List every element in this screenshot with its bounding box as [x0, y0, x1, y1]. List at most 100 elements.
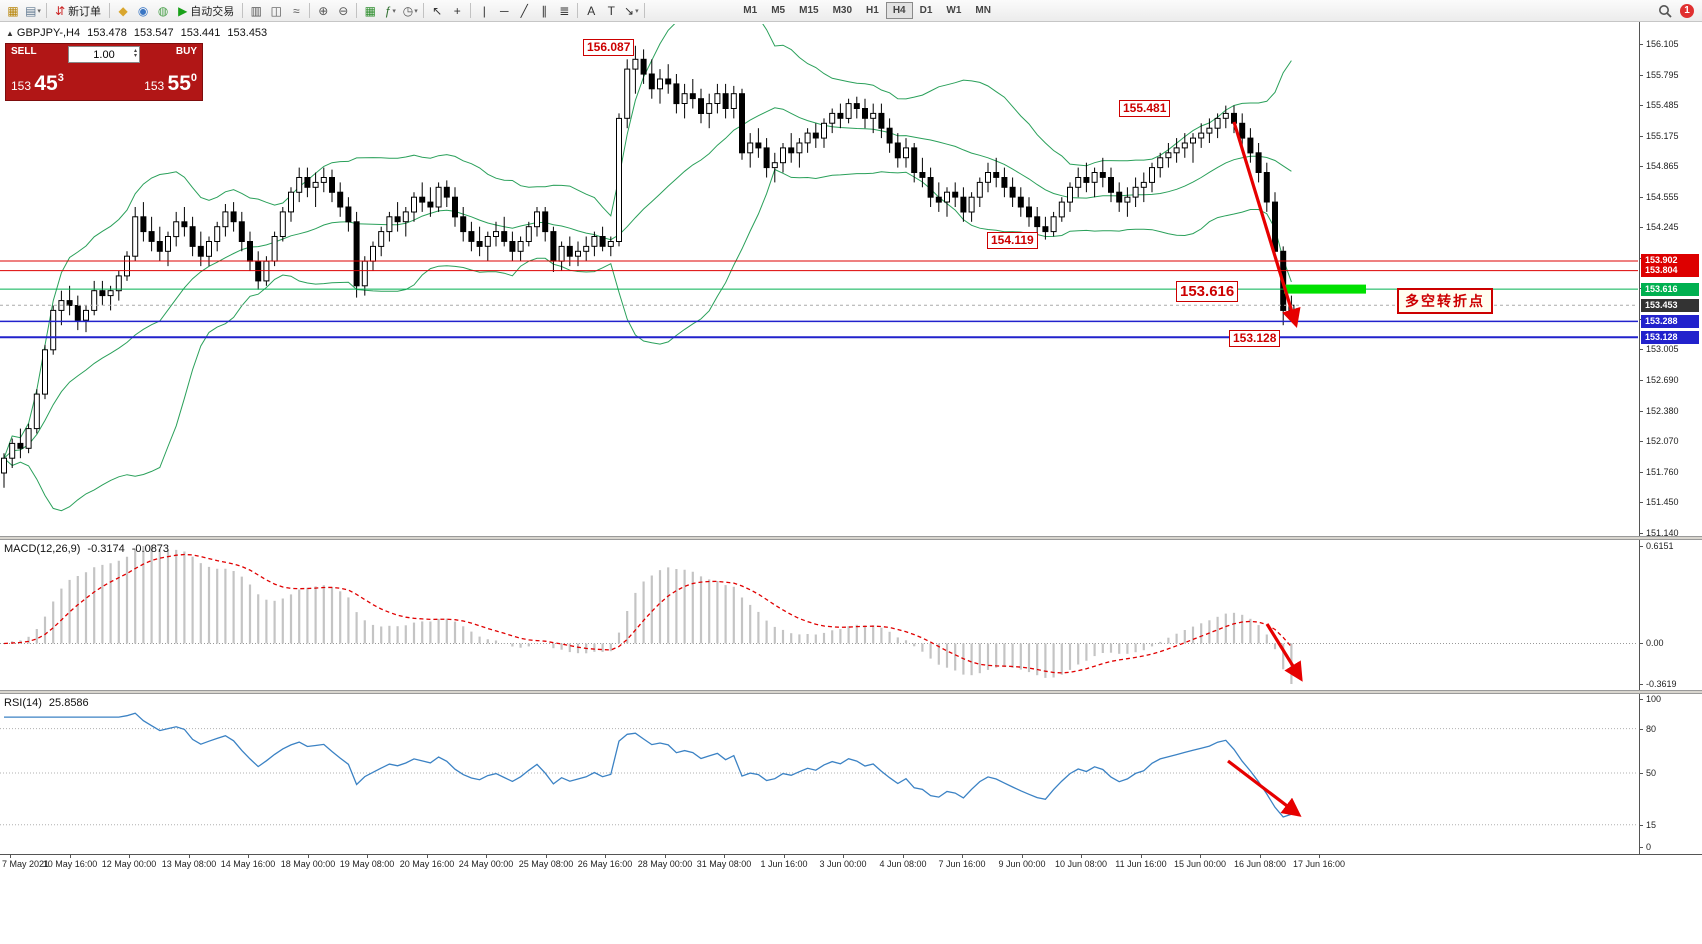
price-callout-155.481[interactable]: 155.481 [1119, 100, 1171, 117]
price-callout-153.616[interactable]: 153.616 [1176, 281, 1239, 302]
terminal-icon[interactable]: ◍ [157, 3, 169, 18]
zoom-out-icon[interactable]: ⊖ [338, 3, 349, 18]
buy-price: 153 550 [144, 72, 197, 95]
price-tick: 154.865 [1646, 161, 1679, 171]
low-value: 153.441 [180, 27, 221, 39]
macd-header: MACD(12,26,9) -0.3174 -0.0873 [4, 543, 169, 555]
horizontal-level-lines[interactable] [0, 260, 1638, 339]
price-axis-border [1639, 22, 1640, 854]
text-icon[interactable]: A [587, 3, 596, 18]
time-tick: 9 Jun 00:00 [998, 859, 1046, 869]
cursor-icon[interactable]: ↖ [432, 3, 443, 18]
crosshair-icon[interactable]: + [453, 3, 461, 18]
time-tick: 31 May 08:00 [696, 859, 752, 869]
annotation-turning-point[interactable]: 多空转折点 [1397, 288, 1493, 314]
tile-windows-icon[interactable]: ▦ [364, 3, 376, 18]
profiles-icon[interactable]: ▤ ▾ [25, 3, 41, 18]
time-tick: 7 May 2021 [2, 859, 50, 869]
time-tick: 13 May 08:00 [161, 859, 217, 869]
rsi-indicator-panel[interactable] [0, 694, 1640, 854]
time-tick: 26 May 16:00 [577, 859, 633, 869]
time-axis[interactable]: 7 May 2021 10 May 16:00 12 May 00:00 13 May… [0, 854, 1640, 872]
bar-chart-icon[interactable]: ▥ [250, 3, 262, 18]
price-axis[interactable]: 156.105 155.795 155.485 155.175 154.865 154.5… [1639, 22, 1702, 854]
toolbar-separator [46, 3, 47, 18]
timeframe-mn[interactable]: MN [975, 5, 991, 16]
periods-icon[interactable]: ◷ ▾ [402, 3, 418, 18]
panel-splitter-macd[interactable] [0, 536, 1702, 540]
new-order-button[interactable]: ⇵ 新订单 [55, 3, 102, 18]
price-tag[interactable]: 153.288 [1641, 315, 1699, 328]
price-tick: 151.140 [1646, 528, 1679, 538]
panel-splitter-rsi[interactable] [0, 690, 1702, 694]
price-tick: 151.760 [1646, 467, 1679, 477]
macd-indicator-panel[interactable] [0, 540, 1640, 690]
notification-badge[interactable]: 1 [1680, 3, 1694, 18]
sell-button[interactable]: SELL 153 453 [6, 44, 104, 100]
buy-button[interactable]: BUY 153 550 [104, 44, 202, 100]
indicators-icon[interactable]: ƒ ▾ [384, 3, 396, 18]
timeframe-h4[interactable]: H4 [885, 2, 913, 19]
price-callout-156.087[interactable]: 156.087 [583, 39, 635, 56]
channel-icon[interactable]: ∥ [541, 3, 548, 18]
main-toolbar: ▦ ▤ ▾ ⇵ 新订单 ◆ ◉ ◍ ▶ 自动交易 ▥ ◫ ≈ ⊕ ⊖ ▦ ƒ ▾ ◷ ▾ ↖ + | ─ ╱ ∥ ≣ A T ↘ ▾ M1 M5… [0, 0, 1702, 22]
macd-tick: 0.00 [1646, 638, 1664, 648]
price-callout-154.119[interactable]: 154.119 [987, 232, 1038, 249]
price-tag[interactable]: 153.804 [1641, 264, 1699, 277]
macd-main-value: -0.3174 [87, 543, 125, 555]
bb-middle [3, 107, 1292, 459]
time-tick: 10 May 16:00 [42, 859, 98, 869]
toolbar-separator [356, 3, 358, 18]
timeframe-m5[interactable]: M5 [771, 5, 786, 16]
vertical-line-icon[interactable]: | [482, 3, 486, 18]
turning-point-highlight[interactable] [1284, 284, 1366, 294]
volume-spinner[interactable]: ▴ ▾ [133, 48, 137, 59]
label-icon[interactable]: T [607, 3, 615, 18]
time-tick: 18 May 00:00 [280, 859, 336, 869]
favorites-icon[interactable]: ◆ [118, 3, 128, 18]
sell-label: SELL [11, 46, 37, 57]
time-tick: 20 May 16:00 [399, 859, 455, 869]
search-icon[interactable] [1655, 2, 1675, 20]
price-tag[interactable]: 153.453 [1641, 299, 1699, 312]
autotrading-button[interactable]: ▶ 自动交易 [178, 3, 235, 18]
open-value: 153.478 [87, 27, 127, 39]
time-tick: 24 May 00:00 [458, 859, 514, 869]
price-tick: 152.380 [1646, 406, 1679, 416]
price-tag[interactable]: 153.902 [1641, 254, 1699, 267]
macd-signal-value: -0.0873 [131, 543, 170, 555]
horizontal-line-icon[interactable]: ─ [500, 3, 509, 18]
time-tick: 17 Jun 16:00 [1292, 859, 1346, 869]
price-tick: 153.005 [1646, 344, 1679, 354]
time-tick: 25 May 08:00 [518, 859, 574, 869]
time-tick: 16 Jun 08:00 [1233, 859, 1287, 869]
volume-input[interactable]: 1.00 ▴ ▾ [68, 46, 140, 63]
timeframe-d1[interactable]: D1 [919, 5, 933, 16]
timeframe-m30[interactable]: M30 [832, 5, 853, 16]
main-price-chart[interactable] [0, 24, 1640, 536]
price-tick: 155.485 [1646, 100, 1679, 110]
price-callout-153.128[interactable]: 153.128 [1229, 330, 1281, 347]
price-tag[interactable]: 153.616 [1641, 283, 1699, 296]
macd-tick: -0.3619 [1646, 679, 1677, 689]
arrows-tool-icon[interactable]: ↘ ▾ [624, 3, 639, 18]
time-tick: 10 Jun 08:00 [1054, 859, 1108, 869]
market-watch-icon[interactable]: ◉ [137, 3, 149, 18]
candlestick-chart-icon[interactable]: ◫ [270, 3, 282, 18]
zoom-in-icon[interactable]: ⊕ [318, 3, 329, 18]
trendline-icon[interactable]: ╱ [520, 3, 528, 18]
price-tick: 152.690 [1646, 375, 1679, 385]
fibonacci-icon[interactable]: ≣ [559, 3, 570, 18]
line-chart-icon[interactable]: ≈ [293, 3, 300, 18]
timeframe-m1[interactable]: M1 [743, 5, 758, 16]
candles [1, 45, 1295, 488]
timeframe-w1[interactable]: W1 [946, 5, 962, 16]
toolbar-separator [470, 3, 472, 18]
bb-upper [3, 24, 1292, 459]
price-tag[interactable]: 153.128 [1641, 331, 1699, 344]
timeframe-h1[interactable]: H1 [866, 5, 879, 16]
new-chart-icon[interactable]: ▦ [7, 3, 19, 18]
timeframe-m15[interactable]: M15 [799, 5, 819, 16]
time-tick: 11 Jun 16:00 [1115, 859, 1167, 869]
